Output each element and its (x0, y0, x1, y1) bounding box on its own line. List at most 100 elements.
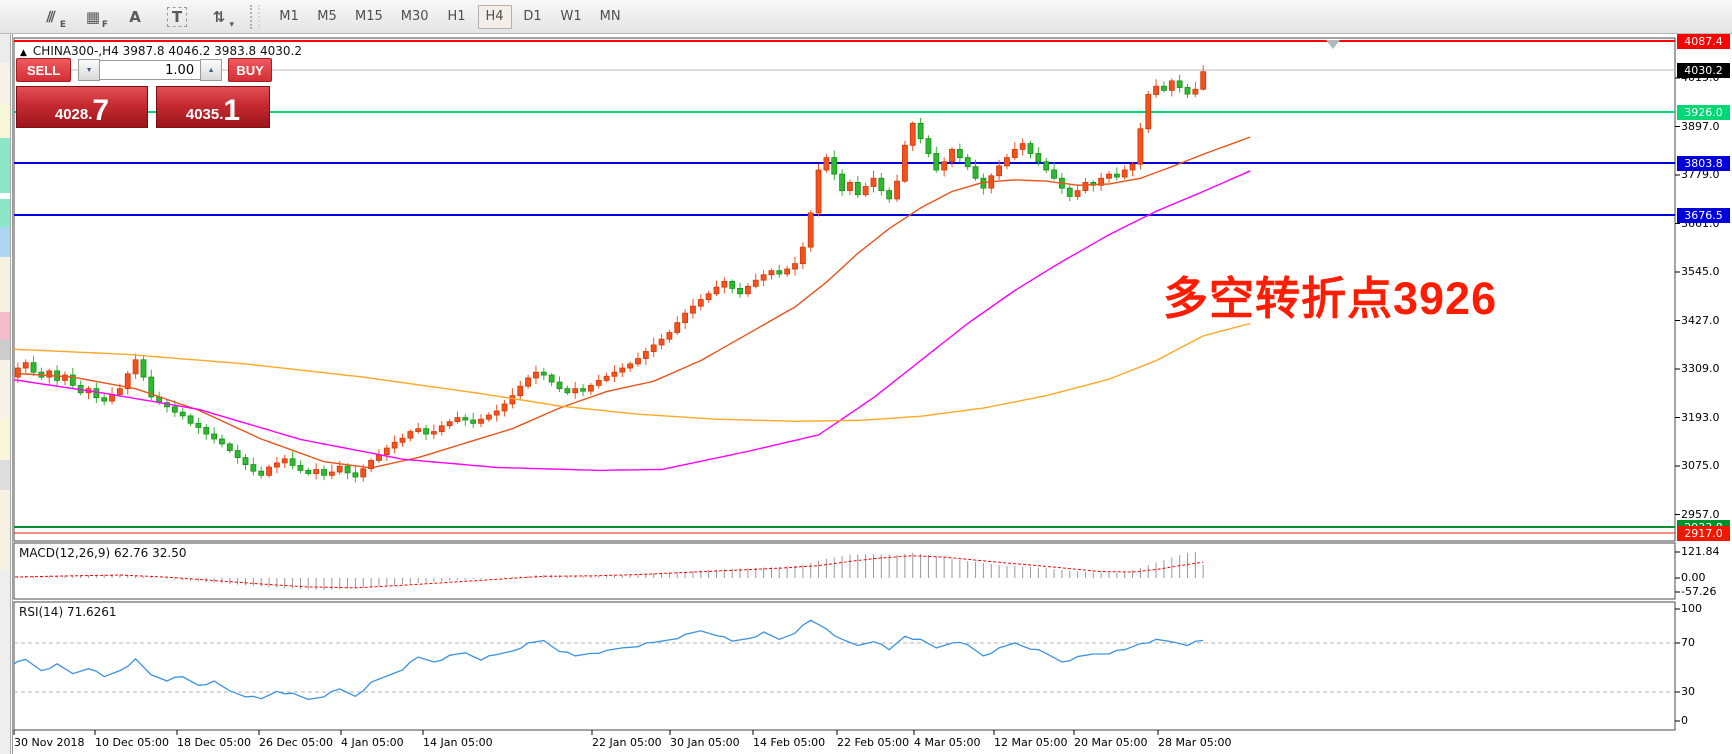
buy-price: 4035. (185, 106, 224, 123)
chart-ohlc-header: ▲ CHINA300-,H4 3987.8 4046.2 3983.8 4030.… (20, 44, 302, 58)
axis-tick-label: 70 (1681, 636, 1695, 649)
fibonacci-tool-icon[interactable]: ▦ F (76, 4, 110, 30)
time-axis-label: 18 Dec 05:00 (177, 736, 251, 749)
axis-tick-label: 121.84 (1681, 545, 1720, 558)
scroll-position-marker-icon[interactable] (1326, 40, 1340, 49)
macd-indicator-label: MACD(12,26,9) 62.76 32.50 (19, 546, 187, 560)
time-axis-label: 10 Dec 05:00 (95, 736, 169, 749)
ma-fast-line (14, 136, 1251, 469)
time-axis-label: 30 Jan 05:00 (670, 736, 740, 749)
collapse-triangle-icon[interactable]: ▲ (20, 48, 27, 58)
main-pane (13, 37, 1676, 542)
text-tool-icon[interactable]: A (118, 4, 152, 30)
time-axis-label: 4 Jan 05:00 (341, 736, 404, 749)
time-axis-label: 14 Feb 05:00 (753, 736, 826, 749)
docked-panel-segment (0, 138, 10, 193)
time-axis-label: 28 Mar 05:00 (1158, 736, 1232, 749)
docked-panel-segment (0, 312, 10, 340)
time-axis-label: 14 Jan 05:00 (423, 736, 493, 749)
docked-panel-segment (0, 257, 10, 312)
sell-price-big-digit: 7 (92, 94, 110, 127)
axis-tick-label: 3075.0 (1681, 459, 1720, 472)
time-axis-label: 22 Jan 05:00 (592, 736, 662, 749)
axis-tick-label: 100 (1681, 602, 1702, 615)
docked-panel-segment (0, 199, 10, 227)
channel-tool-icon[interactable]: ⫻ E (34, 4, 68, 30)
timeframe-button-M30[interactable]: M30 (394, 5, 436, 29)
sell-price-display[interactable]: 4028. 7 (16, 86, 148, 128)
macd-pane (13, 542, 1676, 600)
candlesticks (14, 65, 1207, 483)
timeframe-button-H4[interactable]: H4 (477, 4, 512, 29)
axis-tick-label: 3427.0 (1681, 313, 1720, 327)
toolbar: ⫻ E ▦ F A T ⇅ ▾ M1 M5 M15 M30 H1 H4 D1 W1 MN (0, 0, 1732, 34)
sell-button[interactable]: SELL (16, 58, 72, 82)
buy-price-big-digit: 1 (223, 94, 241, 127)
docked-panel-segment (0, 63, 10, 103)
axis-tick-label: -57.26 (1681, 585, 1717, 598)
axis-tick-label: 3309.0 (1681, 362, 1720, 375)
docked-panel-segment (0, 460, 10, 490)
price-badge: 3926.0 (1677, 104, 1730, 120)
axis-tick-label: 0.00 (1681, 571, 1706, 584)
docked-panel-segment (0, 227, 10, 257)
time-axis-label: 12 Mar 05:00 (994, 736, 1068, 749)
timeframe-button-D1[interactable]: D1 (516, 5, 550, 29)
arrow-tools-icon[interactable]: ⇅ ▾ (202, 4, 236, 30)
time-axis-label: 26 Dec 05:00 (259, 736, 333, 749)
axis-tick-label: 2957.0 (1681, 507, 1720, 521)
price-badge: 3676.5 (1677, 207, 1730, 223)
rsi-indicator-label: RSI(14) 71.6261 (19, 605, 117, 619)
price-badge: 4087.4 (1677, 33, 1730, 49)
ma-slow-line (14, 322, 1251, 423)
price-badge: 4030.2 (1677, 62, 1730, 78)
rsi-pane (13, 601, 1676, 731)
axis-tick-label: 3779.0 (1681, 168, 1720, 181)
volume-increase-button[interactable]: ▲ (200, 59, 223, 81)
toolbar-grip[interactable] (250, 4, 260, 29)
axis-tick-label: 30 (1681, 685, 1695, 698)
docked-panel-segment (0, 490, 10, 570)
level-lines (14, 40, 1675, 534)
price-badge: 2917.0 (1677, 525, 1730, 541)
axis-tick-label: 0 (1681, 714, 1688, 727)
docked-panel-segment (0, 340, 10, 360)
volume-decrease-button[interactable]: ▼ (78, 59, 101, 81)
axis-tick-label: 3193.0 (1681, 410, 1720, 424)
timeframe-button-M1[interactable]: M1 (272, 5, 306, 29)
timeframe-button-H1[interactable]: H1 (440, 5, 474, 29)
price-badge: 3803.8 (1677, 155, 1730, 171)
axis-tick-label: 3897.0 (1681, 119, 1720, 133)
time-axis-label: 4 Mar 05:00 (914, 736, 981, 749)
ma-mid-line (14, 170, 1251, 472)
rsi-line (14, 619, 1204, 701)
axis-tick-marks (13, 77, 1680, 735)
time-axis-label: 30 Nov 2018 (14, 736, 85, 749)
volume-input[interactable] (100, 60, 201, 80)
sell-price: 4028. (54, 106, 93, 123)
time-axis-label: 22 Feb 05:00 (837, 736, 910, 749)
docked-panel-segment (0, 103, 10, 138)
volume-stepper: ▼ ▲ (78, 59, 223, 81)
timeframe-button-MN[interactable]: MN (593, 5, 628, 29)
buy-button[interactable]: BUY (228, 58, 272, 82)
docked-panel-segment (0, 420, 10, 460)
ohlc-text: CHINA300-,H4 3987.8 4046.2 3983.8 4030.2 (32, 44, 302, 58)
timeframe-button-M15[interactable]: M15 (348, 5, 390, 29)
chart-annotation-text: 多空转折点3926 (1163, 273, 1498, 324)
macd-signal-line (14, 555, 1204, 589)
axis-tick-label: 3545.0 (1681, 265, 1720, 278)
text-label-tool-icon[interactable]: T (160, 4, 194, 30)
timeframe-group: M1 M5 M15 M30 H1 H4 D1 W1 MN (270, 4, 630, 29)
docked-panel-segment (0, 33, 10, 63)
timeframe-button-W1[interactable]: W1 (554, 5, 589, 29)
docked-panel-segment (0, 570, 10, 754)
buy-price-display[interactable]: 4035. 1 (156, 86, 270, 128)
docked-panel-segment (0, 360, 10, 420)
one-click-trading-panel: SELL ▼ ▲ BUY 4028.7 4035.1 (16, 58, 272, 128)
docked-panel-edge[interactable] (0, 33, 11, 754)
docked-panel-segment (0, 193, 10, 199)
timeframe-button-M5[interactable]: M5 (310, 5, 344, 29)
time-axis-label: 20 Mar 05:00 (1074, 736, 1148, 749)
